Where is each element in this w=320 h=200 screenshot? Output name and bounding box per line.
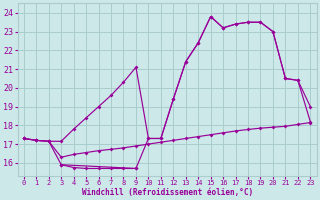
X-axis label: Windchill (Refroidissement éolien,°C): Windchill (Refroidissement éolien,°C): [82, 188, 253, 197]
